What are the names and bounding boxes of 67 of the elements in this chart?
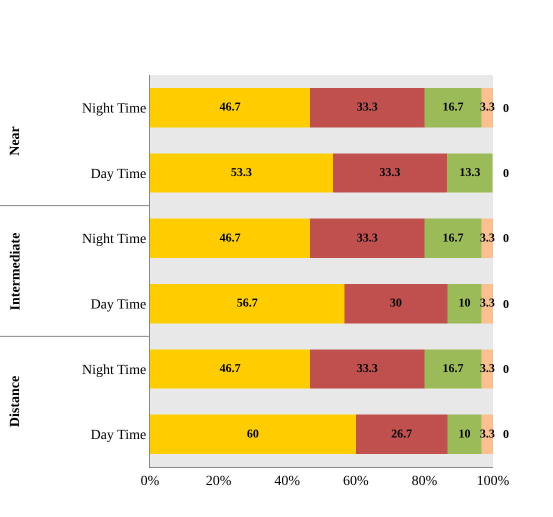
data-label: 3.3 bbox=[480, 100, 495, 114]
bar bbox=[332, 153, 448, 193]
data-label: 0 bbox=[503, 362, 509, 376]
x-tick-label: 60% bbox=[342, 474, 369, 489]
bar bbox=[424, 349, 482, 389]
bar bbox=[447, 284, 482, 324]
data-label: 56.7 bbox=[236, 296, 258, 310]
data-label: 3.3 bbox=[480, 230, 495, 244]
data-label: 3.3 bbox=[480, 296, 495, 310]
text: Distance bbox=[8, 376, 23, 428]
bar bbox=[482, 218, 493, 258]
data-label: 0 bbox=[503, 231, 509, 245]
bar bbox=[310, 218, 424, 258]
y-tick-label: Day Time bbox=[90, 298, 146, 313]
y-tick-label: Day Time bbox=[90, 166, 146, 182]
bar bbox=[150, 284, 344, 324]
y-tick-label: Night Time bbox=[82, 102, 146, 117]
data-label: 0 bbox=[503, 297, 509, 311]
bar bbox=[482, 88, 493, 128]
data-label: 16.7 bbox=[442, 361, 464, 375]
data-label: 16.7 bbox=[442, 230, 464, 244]
data-label: 3.3 bbox=[480, 426, 495, 440]
y-tick-label: Night Time bbox=[82, 232, 146, 248]
bar bbox=[150, 88, 310, 128]
data-label: 0 bbox=[503, 427, 509, 441]
bar bbox=[447, 414, 482, 454]
bar bbox=[344, 284, 448, 324]
bar bbox=[482, 349, 493, 389]
bar bbox=[150, 218, 310, 258]
data-label: 60 bbox=[246, 426, 259, 440]
bar bbox=[482, 284, 493, 324]
bar bbox=[482, 414, 493, 454]
x-tick-label: 80% bbox=[412, 474, 438, 489]
bar bbox=[447, 153, 493, 193]
data-label: 0 bbox=[503, 166, 509, 180]
data-label: 33.3 bbox=[356, 100, 378, 114]
x-tick-label: 0% bbox=[140, 474, 160, 489]
data-label: 26.7 bbox=[391, 426, 412, 440]
x-tick-label: 100% bbox=[476, 474, 510, 489]
data-label: 16.7 bbox=[442, 100, 464, 114]
data-label: 33.3 bbox=[356, 361, 378, 375]
data-label: 33.3 bbox=[356, 230, 378, 244]
y-tick-label: Night Time bbox=[82, 362, 146, 378]
bar bbox=[424, 218, 482, 258]
data-label: 3.3 bbox=[480, 361, 495, 375]
bar bbox=[424, 88, 482, 128]
bar bbox=[150, 414, 356, 454]
bar bbox=[150, 153, 333, 193]
y-tick-label: Day Time bbox=[90, 428, 146, 444]
data-label: 30 bbox=[390, 296, 402, 310]
bar bbox=[150, 349, 310, 389]
bar bbox=[310, 349, 424, 389]
data-label: 46.7 bbox=[220, 100, 241, 114]
data-label: 0 bbox=[503, 101, 509, 115]
text: Near bbox=[8, 126, 24, 156]
data-label: 46.7 bbox=[220, 361, 241, 375]
data-label: 10 bbox=[458, 296, 471, 310]
data-label: 33.3 bbox=[379, 165, 400, 179]
x-tick-label: 20% bbox=[206, 474, 232, 489]
data-label: 53.3 bbox=[230, 165, 252, 179]
data-label: 13.3 bbox=[459, 165, 480, 179]
bar bbox=[310, 88, 424, 128]
x-tick-label: 40% bbox=[274, 474, 300, 489]
text: Intermediate bbox=[8, 232, 24, 310]
data-label: 46.7 bbox=[220, 230, 241, 244]
bar bbox=[356, 414, 448, 454]
data-label: 10 bbox=[458, 426, 471, 440]
